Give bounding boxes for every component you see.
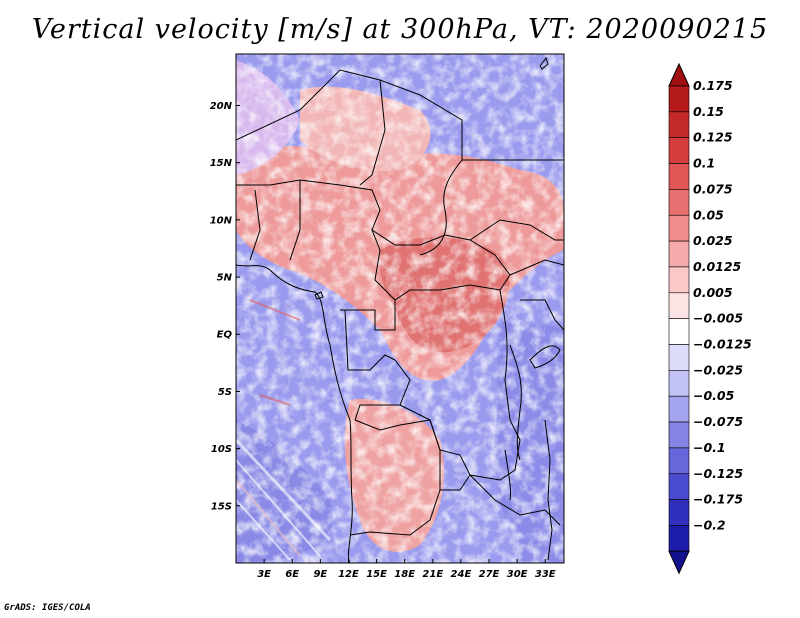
colorbar-arrow-top bbox=[668, 62, 690, 87]
colorbar-swatch bbox=[668, 473, 690, 500]
colorbar-swatch bbox=[668, 292, 690, 319]
colorbar-label: 0.15 bbox=[693, 104, 724, 119]
lat-tick-label: 10S bbox=[211, 444, 232, 455]
colorbar-label: −0.025 bbox=[693, 362, 743, 377]
lat-tick-label: 10N bbox=[210, 215, 233, 226]
colorbar-label: 0.075 bbox=[693, 181, 733, 196]
lon-tick-label: 30E bbox=[507, 569, 528, 580]
lat-tick-label: 15S bbox=[211, 501, 232, 512]
colorbar-label: −0.2 bbox=[693, 517, 726, 532]
lon-tick-label: 12E bbox=[338, 569, 359, 580]
map-frame bbox=[235, 53, 565, 564]
colorbar-label: 0.125 bbox=[693, 130, 733, 145]
colorbar-swatch bbox=[668, 344, 690, 371]
credit-label: GrADS: IGES/COLA bbox=[4, 603, 91, 613]
colorbar-label: 0.025 bbox=[693, 233, 733, 248]
lon-tick-label: 21E bbox=[422, 569, 443, 580]
colorbar-swatch bbox=[668, 111, 690, 138]
colorbar: 0.175 0.15 0.125 0.1 0.075 0.05 0.025 0.0125 0.0… bbox=[668, 62, 752, 575]
colorbar-swatch bbox=[668, 214, 690, 242]
colorbar-swatch bbox=[668, 447, 690, 475]
colorbar-label: 0.175 bbox=[693, 78, 733, 93]
colorbar-label: −0.125 bbox=[693, 466, 743, 481]
colorbar-swatch bbox=[668, 240, 690, 268]
latitude-axis: 20N 15N 10N 5N EQ 5S 10S 15S bbox=[210, 101, 240, 512]
colorbar-label: 0.1 bbox=[693, 156, 715, 171]
longitude-axis: 3E 6E 9E 12E 15E 18E 21E 24E 27E 30E 33E bbox=[257, 559, 556, 580]
lon-tick-label: 18E bbox=[394, 569, 415, 580]
colorbar-swatch bbox=[668, 318, 690, 345]
lon-tick-label: 3E bbox=[257, 569, 271, 580]
lon-tick-label: 33E bbox=[535, 569, 556, 580]
colorbar-label: −0.175 bbox=[693, 492, 743, 507]
colorbar-label: −0.0125 bbox=[693, 337, 752, 352]
lon-tick-label: 6E bbox=[285, 569, 299, 580]
colorbar-label: −0.1 bbox=[693, 440, 726, 455]
lon-tick-label: 27E bbox=[479, 569, 500, 580]
lat-tick-label: 20N bbox=[210, 101, 233, 112]
lon-tick-label: 15E bbox=[366, 569, 387, 580]
colorbar-swatch bbox=[668, 266, 690, 294]
map-title: Vertical velocity [m/s] at 300hPa, VT: 2… bbox=[31, 14, 769, 45]
lat-tick-label: 5N bbox=[217, 273, 233, 284]
vertical-velocity-field bbox=[236, 54, 564, 563]
colorbar-swatch bbox=[668, 137, 690, 164]
colorbar-label: 0.0125 bbox=[693, 259, 742, 274]
colorbar-label: −0.005 bbox=[693, 311, 743, 326]
lon-tick-label: 9E bbox=[313, 569, 327, 580]
colorbar-arrow-bottom bbox=[668, 550, 690, 575]
colorbar-label: 0.005 bbox=[693, 285, 733, 300]
colorbar-label: −0.075 bbox=[693, 414, 743, 429]
lon-tick-label: 24E bbox=[451, 569, 472, 580]
lat-tick-label: 5S bbox=[218, 387, 232, 398]
colorbar-swatch bbox=[668, 85, 690, 113]
lat-tick-label: EQ bbox=[217, 330, 233, 341]
colorbar-swatch bbox=[668, 395, 690, 423]
coastline-borders bbox=[236, 56, 564, 563]
colorbar-swatch bbox=[668, 189, 690, 216]
colorbar-swatch bbox=[668, 421, 690, 449]
colorbar-swatch bbox=[668, 370, 690, 397]
colorbar-swatch bbox=[668, 525, 690, 552]
colorbar-swatch bbox=[668, 499, 690, 526]
colorbar-label: −0.05 bbox=[693, 388, 735, 403]
colorbar-label: 0.05 bbox=[693, 207, 724, 222]
colorbar-swatch bbox=[668, 163, 690, 190]
lat-tick-label: 15N bbox=[210, 158, 233, 169]
